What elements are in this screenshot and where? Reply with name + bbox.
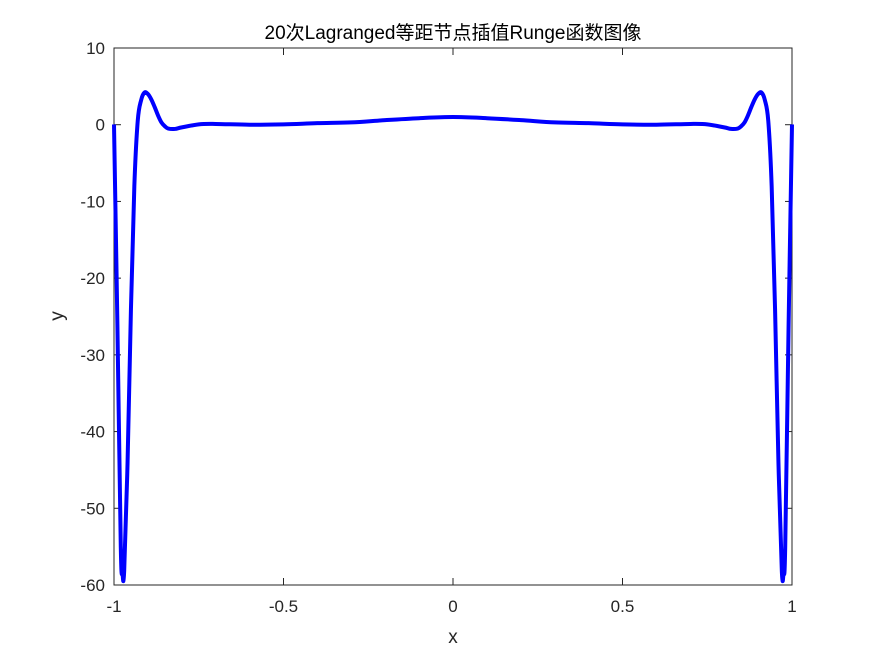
x-tick-label: 0 <box>448 597 457 616</box>
y-tick-label: -10 <box>80 192 105 211</box>
x-tick-label: 1 <box>787 597 796 616</box>
x-axis-label: x <box>448 627 458 648</box>
x-axis-ticks: -1 -0.5 0 0.5 1 <box>106 48 797 616</box>
y-tick-label: 10 <box>86 39 105 58</box>
x-tick-label: -1 <box>106 597 121 616</box>
y-axis-label: y <box>47 311 68 321</box>
chart-title: 20次Lagranged等距节点插值Runge函数图像 <box>265 22 642 44</box>
x-tick-label: -0.5 <box>269 597 298 616</box>
y-tick-label: -40 <box>80 423 105 442</box>
y-tick-label: -30 <box>80 346 105 365</box>
y-tick-label: -60 <box>80 576 105 595</box>
axes-box <box>113 47 793 586</box>
y-tick-label: -50 <box>80 499 105 518</box>
series-group <box>112 90 794 584</box>
y-tick-label: 0 <box>96 116 105 135</box>
y-tick-label: -20 <box>80 269 105 288</box>
x-tick-label: 0.5 <box>611 597 635 616</box>
series-line-0 <box>112 90 794 584</box>
